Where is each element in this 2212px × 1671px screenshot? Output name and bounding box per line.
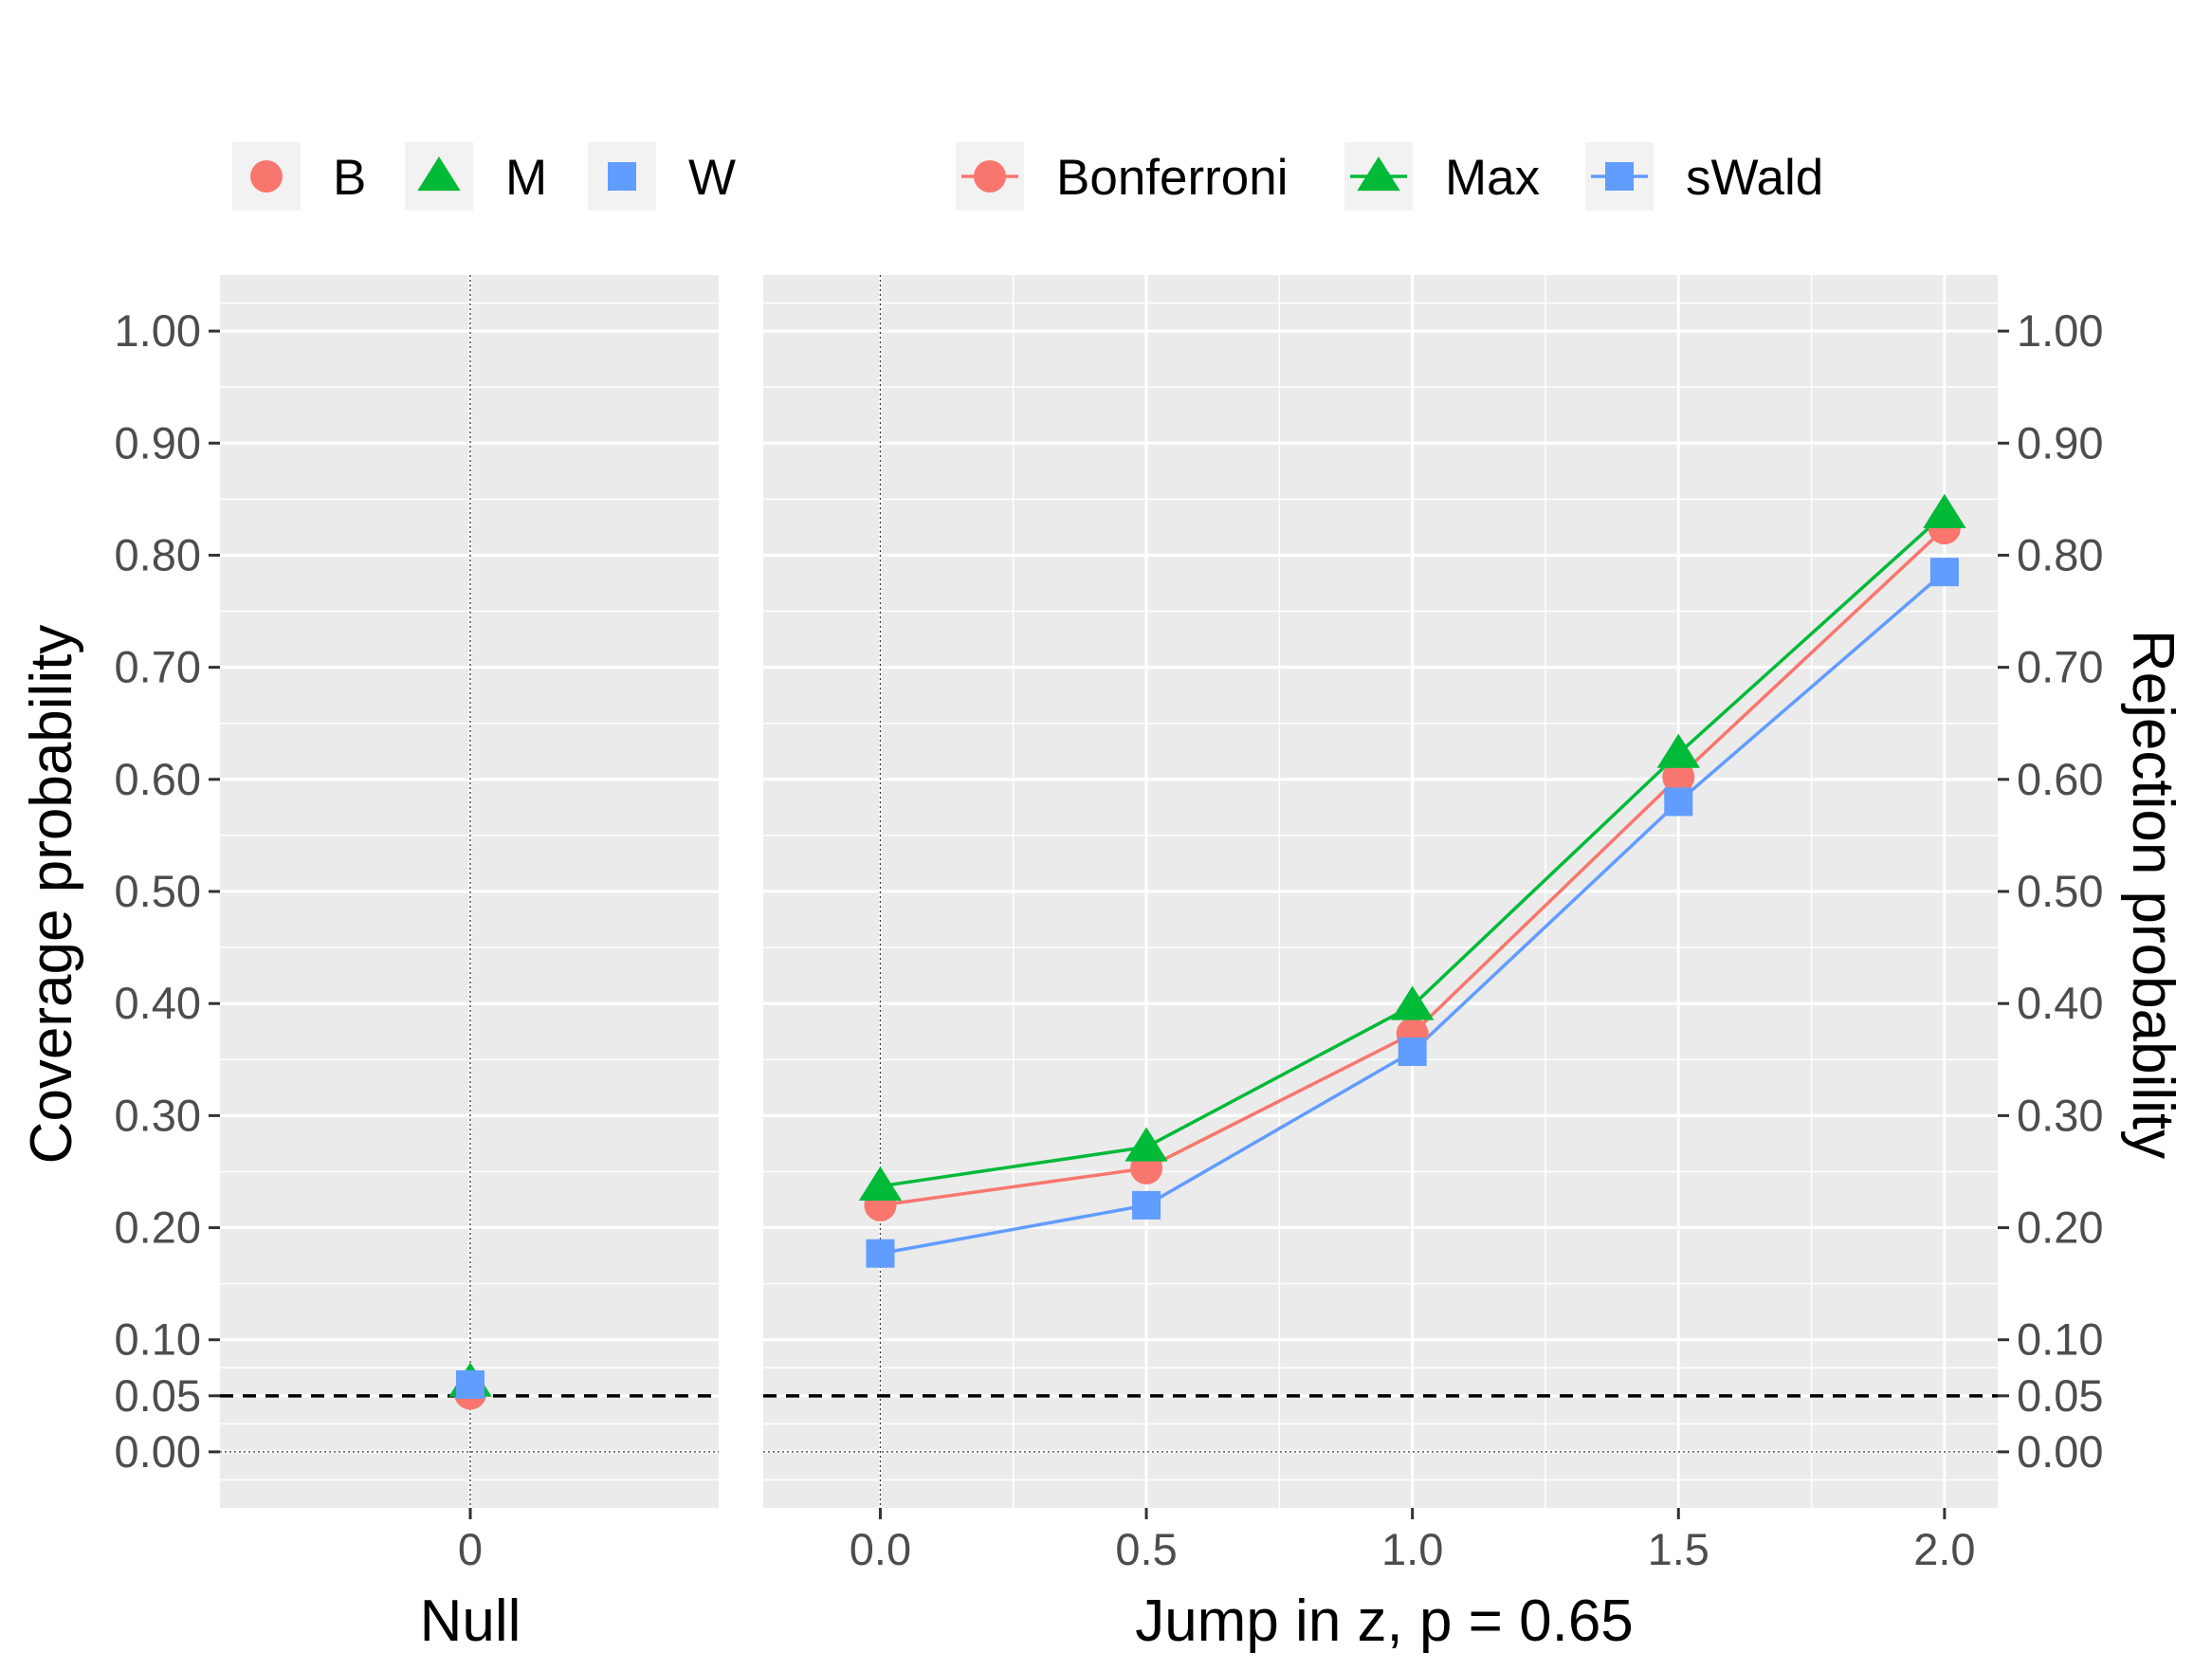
data-point-swald [1664, 787, 1693, 817]
data-point-bonferroni [1662, 761, 1695, 794]
y-tick-label-left: 0.30 [115, 1090, 201, 1140]
y-tick-label-right: 0.10 [2017, 1314, 2103, 1365]
y-tick-label-left: 0.50 [115, 866, 201, 916]
legend-key-w [608, 162, 636, 191]
legend-key-swald [1605, 162, 1634, 191]
data-point-max [1656, 733, 1700, 768]
x-tick-label: 2.0 [1913, 1524, 1975, 1574]
data-point-max [1390, 985, 1435, 1020]
legend-right: Bonferroni Max sWald [956, 142, 1823, 211]
legend-label-max: Max [1445, 150, 1540, 206]
legend-label-m: M [505, 150, 547, 206]
panel-null: 0 0.000.050.10 0.20 0.30 0.40 0.50 0.60 0.70 0.8… [115, 275, 719, 1574]
y-axis-title-left: Coverage probability [19, 625, 84, 1165]
y-tick-label-right: 0.30 [2017, 1090, 2103, 1140]
legend-label-bonferroni: Bonferroni [1056, 150, 1289, 206]
x-axis-title-left: Null [420, 1588, 521, 1654]
data-point-w [456, 1370, 484, 1399]
y-tick-label-right: 0.80 [2017, 529, 2103, 579]
legend-key-b [250, 160, 283, 193]
y-tick-label-left: 0.70 [115, 642, 201, 692]
y-tick-label-right: 0.00 [2017, 1426, 2103, 1477]
x-tick-label: 0 [458, 1524, 483, 1574]
y-tick-label-right: 0.70 [2017, 642, 2103, 692]
data-point-swald [1132, 1190, 1161, 1220]
legend-label-w: W [688, 150, 736, 206]
y-tick-label-right: 0.20 [2017, 1203, 2103, 1253]
legend-key-m [417, 156, 461, 192]
y-tick-label-left: 0.60 [115, 754, 201, 804]
y-tick-label-left: 0.10 [115, 1314, 201, 1365]
legend-key-max [1357, 156, 1400, 192]
y-tick-label-left: 0.00 [115, 1426, 201, 1477]
data-point-swald [866, 1239, 895, 1268]
y-tick-label-left: 1.00 [115, 305, 201, 356]
data-point-max [1124, 1127, 1168, 1162]
x-tick-label: 1.5 [1648, 1524, 1709, 1574]
y-tick-label-left: 0.90 [115, 417, 201, 468]
y-tick-label-right: 0.40 [2017, 978, 2103, 1028]
x-axis-title-right: Jump in z, p = 0.65 [1135, 1588, 1634, 1654]
y-tick-label-left: 0.80 [115, 529, 201, 579]
data-point-swald [1929, 558, 1959, 587]
data-point-max [1923, 493, 1966, 528]
x-tick-label: 1.0 [1381, 1524, 1443, 1574]
y-tick-label-right: 0.90 [2017, 417, 2103, 468]
data-point-swald [1398, 1037, 1427, 1066]
panel-jump: 0.0 0.5 1.0 1.5 2.0 0.000.050.10 0.20 0.30 0.40 0… [763, 275, 2103, 1574]
legend-key-bonferroni [974, 160, 1006, 193]
y-tick-label-left: 0.40 [115, 978, 201, 1028]
y-axis-title-right: Rejection probability [2120, 630, 2185, 1159]
x-tick-label: 0.5 [1115, 1524, 1177, 1574]
y-tick-label-right: 0.60 [2017, 754, 2103, 804]
legend-label-swald: sWald [1686, 150, 1823, 206]
y-tick-label-left: 0.05 [115, 1370, 201, 1421]
data-point-max [858, 1166, 903, 1201]
y-tick-label-right: 1.00 [2017, 305, 2103, 356]
legend-label-b: B [333, 150, 366, 206]
y-tick-label-right: 0.05 [2017, 1370, 2103, 1421]
y-tick-label-right: 0.50 [2017, 866, 2103, 916]
y-tick-label-left: 0.20 [115, 1203, 201, 1253]
x-tick-label: 0.0 [850, 1524, 911, 1574]
